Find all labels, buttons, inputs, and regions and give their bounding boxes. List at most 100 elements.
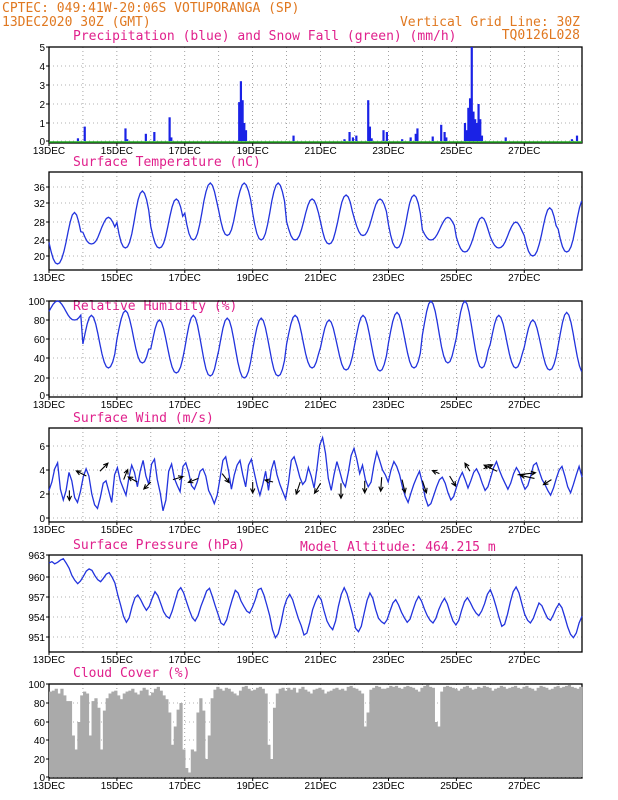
x-tick-label: 17DEC [169, 655, 201, 666]
cloud-cover-bar [570, 686, 574, 777]
cloud-cover-bar [499, 685, 504, 777]
cloud-cover-bar [485, 686, 489, 777]
cloud-cover-bar [576, 688, 580, 777]
precip-bar [244, 130, 248, 141]
y-tick-label: 963 [28, 551, 45, 562]
cloud-cover-bar [369, 689, 373, 777]
cloud-cover-bar [287, 687, 291, 777]
cloud-cover-bar [553, 686, 557, 777]
cloud-cover-bar [85, 693, 90, 777]
precip-bar [367, 100, 370, 141]
cloud-cover-bar [434, 722, 438, 777]
cloud-cover-bar [352, 687, 356, 777]
y-tick-label: 960 [28, 573, 45, 584]
cloud-cover-bar [522, 686, 526, 777]
cloud-cover-bar [284, 690, 288, 777]
cloud-cover-bar [542, 686, 546, 777]
precip-bar [292, 135, 295, 141]
cloud-cover-bar [528, 687, 532, 777]
cloud-cover-bar [227, 688, 231, 777]
x-tick-label: 23DEC [372, 655, 404, 666]
precip-bar [124, 128, 127, 141]
x-tick-label: 21DEC [304, 273, 336, 284]
cloud-cover-bar [494, 688, 498, 777]
cloud-cover-bar [386, 687, 390, 777]
precip-bar [348, 132, 351, 141]
cloud-cover-bar [168, 712, 172, 777]
cloud-cover-bar [68, 701, 73, 777]
cloud-cover-bar [502, 686, 506, 777]
cloud-cover-bar [516, 687, 521, 777]
precip-bar [76, 138, 80, 141]
wind-speed-line [48, 435, 583, 511]
cloud-cover-bar [253, 689, 257, 777]
cloud-cover-bar [556, 685, 560, 777]
x-tick-label: 17DEC [169, 400, 201, 411]
cloud-cover-bar [431, 687, 435, 777]
x-tick-label: 21DEC [304, 525, 336, 536]
wind-vector-arrow [172, 475, 185, 481]
wind-vector-arrow [221, 473, 230, 484]
x-tick-label: 17DEC [169, 525, 201, 536]
precip-bar [475, 123, 478, 141]
y-tick-label: 1 [39, 119, 45, 130]
cloud-cover-bar [238, 690, 243, 777]
cloud-cover-bar [306, 691, 311, 777]
wind-vector-arrow [519, 473, 535, 479]
cloud-cover-bar [375, 685, 379, 777]
x-tick-label: 23DEC [372, 400, 404, 411]
panel-precip: 0 1 2 3 4 5 13DEC 15DEC 17DEC 19DEC 21DEC 23DEC 25DE… [33, 29, 583, 157]
cloud-cover-bar [298, 688, 302, 777]
precip-bar [153, 132, 156, 141]
cloud-cover-bar [550, 688, 555, 777]
x-tick-label: 27DEC [508, 781, 540, 792]
cloud-cover-bar [122, 693, 126, 777]
cloud-cover-bar [423, 685, 427, 777]
cloud-cover-bar [414, 689, 418, 777]
precip-bar [238, 102, 241, 141]
cloud-cover-bar [519, 688, 523, 777]
cloud-cover-bar [392, 686, 396, 777]
y-tick-label: 60 [34, 718, 46, 729]
cloud-cover-bar [119, 699, 124, 777]
precip-bar [467, 107, 470, 141]
cloud-cover-bar [94, 698, 98, 777]
cloud-cover-bar [496, 687, 501, 777]
cloud-cover-bar [196, 712, 200, 777]
precip-bar [477, 104, 480, 141]
precip-bar [468, 98, 472, 141]
x-tick-label: 27DEC [508, 146, 540, 157]
x-tick-label: 13DEC [33, 273, 65, 284]
wind-vector-arrow [378, 477, 384, 493]
precip-bar [382, 130, 385, 141]
cloud-cover-bar [383, 688, 387, 777]
wind-vector-arrow [421, 480, 428, 494]
cloud-cover-bar [182, 749, 186, 777]
y-tick-label: 4 [39, 466, 45, 477]
cloud-cover-bar [102, 710, 107, 777]
cloud-cover-bar [488, 687, 492, 777]
humidity-line [48, 299, 583, 379]
panel-title: Surface Temperature (nC) [73, 155, 261, 170]
cloud-cover-bar [111, 691, 115, 777]
cloud-cover-bar [338, 689, 342, 777]
cloud-cover-bar [165, 699, 169, 777]
panel-title: Precipitation (blue) and Snow Fall (gree… [73, 29, 457, 44]
cloud-cover-bar [66, 701, 70, 777]
cloud-cover-bar [360, 693, 365, 777]
panel-temperature: 20 24 28 32 36 13DEC 15DEC 17DEC 19DEC 21DEC 23DEC… [33, 155, 583, 284]
precip-bar [575, 135, 579, 141]
cloud-cover-bar [176, 709, 180, 777]
cloud-cover-bar [153, 688, 158, 777]
cloud-cover-bar [462, 686, 467, 777]
precip-bar [504, 137, 507, 141]
precip-bar [480, 135, 484, 141]
y-tick-label: 80 [34, 699, 46, 710]
cloud-cover-bar [173, 726, 177, 777]
cloud-cover-bar [207, 735, 212, 777]
x-tick-label: 15DEC [101, 146, 133, 157]
y-tick-label: 40 [34, 736, 46, 747]
cloud-cover-bar [403, 686, 407, 777]
cloud-cover-bar [513, 685, 518, 777]
cloud-cover-bar [247, 688, 251, 777]
